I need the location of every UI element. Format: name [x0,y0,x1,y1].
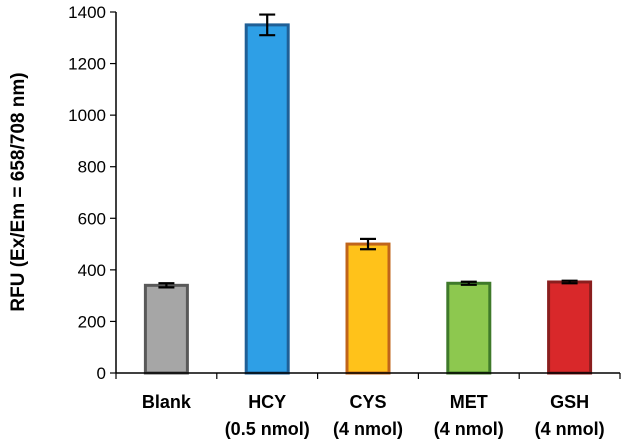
error-bar-gsh [561,279,578,285]
y-tick-label: 1000 [68,106,106,125]
error-bar-met [460,280,477,286]
y-axis: 0 200 400 600 800 1000 1200 1400 [68,3,117,383]
x-axis: Blank HCY (0.5 nmol) CYS (4 nmol) MET (4 nmol)… [115,372,621,439]
bar-hcy [244,23,290,375]
x-tick-label: CYS [349,392,386,412]
y-tick-label: 600 [78,209,106,228]
x-tick-label: HCY [248,392,286,412]
y-tick-label: 1400 [68,3,106,22]
y-tick-label: 400 [78,261,106,280]
y-tick-label: 0 [97,364,106,383]
x-tick-sublabel: (4 nmol) [333,419,403,439]
x-tick-label: Blank [142,392,192,412]
error-bar-cys [360,237,376,251]
x-tick-label: MET [450,392,488,412]
bars [143,13,593,375]
x-tick-sublabel: (0.5 nmol) [225,419,310,439]
x-tick-sublabel: (4 nmol) [434,419,504,439]
x-tick-sublabel: (4 nmol) [535,419,605,439]
y-axis-label: RFU (Ex/Em = 658/708 nm) [8,72,29,311]
error-bar-blank [158,282,175,289]
x-tick-label: GSH [550,392,589,412]
bar-met [446,281,492,375]
y-tick-label: 200 [78,312,106,331]
y-tick-label: 1200 [68,55,106,74]
bar-gsh [547,280,593,375]
bar-cys [345,242,391,375]
y-tick-label: 800 [78,158,106,177]
error-bar-hcy [259,13,276,37]
bar-blank [143,283,189,375]
